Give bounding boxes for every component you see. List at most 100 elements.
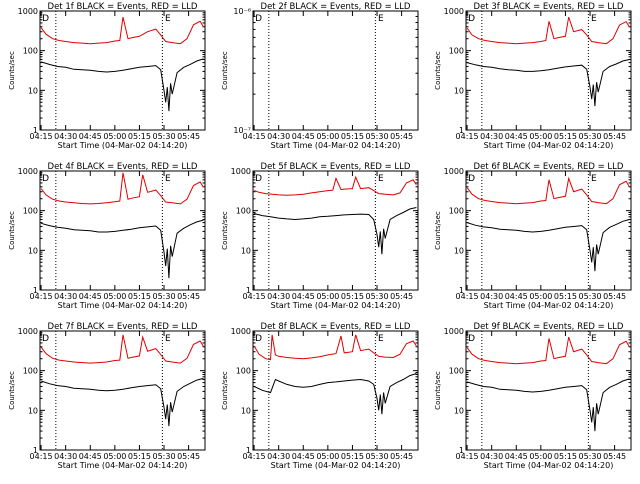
- x-axis-label: Start Time (04-Mar-02 04:14:20): [271, 301, 401, 310]
- x-axis-label: Start Time (04-Mar-02 04:14:20): [484, 461, 614, 470]
- x-tick-label: 05:45: [603, 292, 626, 301]
- series-line-lld: [40, 16, 204, 45]
- chart-title: Det 7f BLACK = Events, RED = LLD: [48, 322, 198, 332]
- x-tick-label: 04:15: [243, 452, 266, 461]
- x-axis-label: Start Time (04-Mar-02 04:14:20): [484, 141, 614, 150]
- y-tick-label: 10: [241, 246, 251, 255]
- x-axis-label: Start Time (04-Mar-02 04:14:20): [58, 301, 188, 310]
- x-tick-label: 05:15: [341, 292, 364, 301]
- time-marker-label: D: [468, 14, 475, 24]
- x-tick-label: 05:00: [316, 292, 339, 301]
- plot-frame: [39, 170, 206, 291]
- y-tick-label: 100: [449, 367, 464, 376]
- x-tick-label: 05:45: [390, 452, 413, 461]
- x-tick-label: 04:30: [54, 132, 77, 141]
- y-tick-label: 1: [459, 126, 464, 135]
- x-tick-label: 05:00: [316, 452, 339, 461]
- x-tick-label: 04:45: [292, 132, 315, 141]
- series-line-lld: [466, 176, 630, 205]
- y-tick-label: 100: [449, 207, 464, 216]
- x-tick-label: 05:45: [177, 452, 200, 461]
- time-marker-label: E: [591, 174, 597, 184]
- series-line-events: [466, 378, 630, 432]
- x-tick-label: 05:00: [316, 132, 339, 141]
- x-tick-label: 05:30: [152, 132, 175, 141]
- series-line-lld: [40, 172, 204, 205]
- x-tick-label: 04:30: [267, 452, 290, 461]
- x-axis-label: Start Time (04-Mar-02 04:14:20): [271, 141, 401, 150]
- x-tick-label: 05:30: [152, 292, 175, 301]
- y-tick-label: 10: [28, 246, 38, 255]
- time-marker-label: E: [165, 174, 171, 184]
- time-marker-label: E: [378, 14, 384, 24]
- series-line-lld: [40, 334, 204, 364]
- time-marker-label: E: [591, 14, 597, 24]
- time-marker-label: D: [468, 174, 475, 184]
- x-tick-label: 05:30: [578, 452, 601, 461]
- x-tick-label: 05:15: [128, 452, 151, 461]
- plot-frame: [39, 10, 206, 131]
- y-axis-label: Counts/sec: [434, 211, 442, 250]
- chart-panel-2: Det 2f BLACK = Events, RED = LLD 10⁻⁷ 10⁻⁶…: [221, 2, 419, 150]
- y-tick-label: 1000: [444, 327, 464, 336]
- series-line-events: [466, 219, 630, 272]
- x-tick-label: 05:00: [103, 292, 126, 301]
- chart-panel-1: Det 1f BLACK = Events, RED = LLD 1 10 100 10…: [8, 2, 206, 150]
- y-axis-label: Counts/sec: [221, 211, 229, 250]
- x-tick-label: 04:45: [505, 292, 528, 301]
- plot-frame: [252, 170, 419, 291]
- time-marker-label: D: [468, 334, 475, 344]
- x-tick-label: 04:15: [243, 292, 266, 301]
- time-marker-label: D: [42, 334, 49, 344]
- chart-title: Det 9f BLACK = Events, RED = LLD: [474, 322, 624, 332]
- x-tick-label: 05:30: [365, 292, 388, 301]
- x-tick-label: 04:30: [54, 292, 77, 301]
- y-tick-label: 100: [236, 367, 251, 376]
- y-axis-label: Counts/sec: [8, 371, 16, 410]
- series-line-events: [40, 58, 204, 112]
- time-marker-label: E: [378, 334, 384, 344]
- time-marker-label: D: [42, 14, 49, 24]
- x-tick-label: 05:45: [603, 452, 626, 461]
- x-axis-label: Start Time (04-Mar-02 04:14:20): [58, 141, 188, 150]
- x-tick-label: 04:45: [505, 132, 528, 141]
- x-tick-label: 05:00: [103, 452, 126, 461]
- x-tick-label: 05:15: [128, 292, 151, 301]
- x-tick-label: 05:30: [578, 292, 601, 301]
- time-marker-label: D: [42, 174, 49, 184]
- chart-title: Det 1f BLACK = Events, RED = LLD: [48, 2, 198, 12]
- y-axis-label: Counts/sec: [434, 51, 442, 90]
- series-line-events: [40, 377, 204, 427]
- y-tick-label: 1: [33, 446, 38, 455]
- y-tick-label: 100: [23, 207, 38, 216]
- chart-panel-9: Det 9f BLACK = Events, RED = LLD 1 10 100 10…: [434, 322, 632, 470]
- plot-frame: [39, 330, 206, 451]
- time-marker-label: D: [255, 14, 262, 24]
- x-tick-label: 05:30: [365, 132, 388, 141]
- y-axis-label: Counts/sec: [8, 51, 16, 90]
- x-tick-label: 04:45: [505, 452, 528, 461]
- y-tick-label: 1000: [444, 167, 464, 176]
- chart-panel-6: Det 6f BLACK = Events, RED = LLD 1 10 100 10…: [434, 162, 632, 310]
- x-tick-label: 04:45: [79, 292, 102, 301]
- y-tick-label: 10: [454, 406, 464, 415]
- x-tick-label: 04:45: [79, 452, 102, 461]
- x-tick-label: 04:30: [480, 452, 503, 461]
- y-tick-label: 100: [449, 47, 464, 56]
- x-tick-label: 04:30: [54, 452, 77, 461]
- y-tick-label: 1000: [18, 327, 38, 336]
- x-tick-label: 04:45: [292, 452, 315, 461]
- x-tick-label: 05:15: [554, 292, 577, 301]
- series-line-lld: [253, 175, 417, 196]
- chart-panel-8: Det 8f BLACK = Events, RED = LLD 1 10 100 10…: [221, 322, 419, 470]
- time-marker-label: E: [165, 14, 171, 24]
- chart-title: Det 8f BLACK = Events, RED = LLD: [261, 322, 411, 332]
- x-tick-label: 04:45: [292, 292, 315, 301]
- x-tick-label: 05:45: [390, 132, 413, 141]
- x-tick-label: 04:15: [456, 132, 479, 141]
- x-tick-label: 05:00: [529, 292, 552, 301]
- chart-panel-3: Det 3f BLACK = Events, RED = LLD 1 10 100 10…: [434, 2, 632, 150]
- y-axis-label: Counts/sec: [221, 51, 229, 90]
- series-line-events: [466, 59, 630, 107]
